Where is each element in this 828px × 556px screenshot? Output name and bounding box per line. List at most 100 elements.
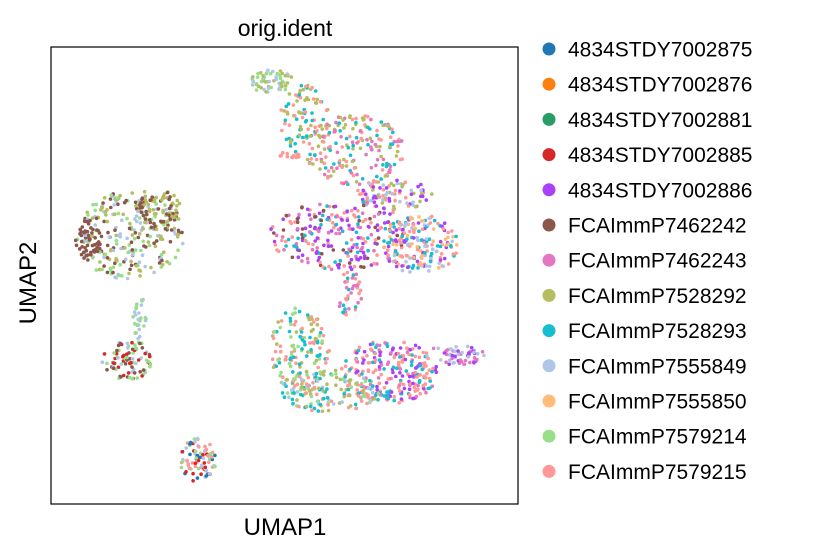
scatter-point — [360, 245, 365, 250]
scatter-point — [387, 184, 391, 188]
scatter-point — [399, 245, 404, 250]
scatter-point — [401, 227, 405, 232]
scatter-point — [325, 126, 329, 131]
scatter-point — [134, 305, 138, 310]
scatter-point — [410, 374, 415, 379]
scatter-point — [375, 262, 379, 266]
scatter-point — [285, 81, 290, 85]
scatter-point — [394, 374, 398, 379]
scatter-point — [92, 250, 97, 254]
scatter-point — [73, 238, 78, 243]
scatter-point — [382, 206, 386, 210]
legend-label: 4834STDY7002876 — [568, 74, 752, 97]
scatter-point — [276, 320, 281, 324]
scatter-point — [438, 358, 443, 362]
scatter-point — [128, 221, 132, 226]
scatter-point — [303, 84, 308, 89]
scatter-point — [321, 208, 326, 213]
scatter-point — [315, 97, 320, 102]
scatter-point — [93, 236, 97, 240]
scatter-point — [85, 229, 90, 234]
scatter-point — [372, 200, 377, 204]
scatter-point — [94, 268, 99, 272]
scatter-point — [446, 230, 451, 235]
scatter-point — [113, 228, 117, 232]
scatter-point — [327, 349, 332, 353]
scatter-point — [310, 118, 315, 123]
scatter-point — [189, 440, 193, 445]
scatter-point — [133, 231, 138, 235]
scatter-point — [306, 127, 311, 131]
scatter-point — [193, 464, 198, 469]
scatter-point — [416, 387, 420, 391]
scatter-point — [356, 188, 360, 193]
scatter-point — [381, 194, 385, 198]
scatter-point — [398, 378, 403, 383]
scatter-point — [172, 193, 176, 198]
scatter-point — [405, 237, 409, 241]
scatter-point — [326, 403, 330, 407]
scatter-point — [292, 244, 296, 248]
scatter-point — [164, 207, 168, 212]
scatter-point — [344, 312, 349, 317]
scatter-point — [264, 72, 269, 76]
scatter-point — [157, 261, 162, 265]
scatter-point — [371, 390, 375, 395]
scatter-point — [165, 260, 169, 264]
scatter-point — [317, 357, 322, 361]
scatter-point — [418, 373, 422, 377]
legend-marker — [542, 394, 556, 408]
scatter-point — [102, 196, 107, 200]
scatter-point — [388, 235, 392, 239]
scatter-point — [292, 347, 297, 351]
scatter-point — [408, 348, 413, 352]
scatter-point — [373, 358, 378, 362]
scatter-point — [167, 261, 172, 266]
scatter-point — [307, 389, 312, 393]
scatter-point — [427, 368, 432, 373]
scatter-point — [82, 256, 86, 260]
scatter-point — [146, 359, 151, 364]
scatter-point — [364, 152, 368, 157]
scatter-point — [299, 330, 304, 334]
scatter-point — [109, 205, 113, 210]
scatter-point — [431, 366, 435, 371]
scatter-point — [372, 261, 376, 266]
scatter-point — [103, 252, 108, 257]
scatter-point — [281, 381, 285, 386]
scatter-point — [292, 323, 297, 327]
scatter-point — [148, 220, 153, 225]
scatter-point — [172, 215, 176, 219]
scatter-point — [325, 382, 329, 387]
scatter-point — [354, 230, 359, 235]
scatter-point — [380, 201, 385, 205]
scatter-point — [343, 307, 347, 311]
scatter-point — [288, 316, 293, 321]
scatter-point — [162, 195, 166, 200]
scatter-point — [348, 153, 353, 158]
scatter-point — [313, 125, 317, 129]
scatter-point — [428, 259, 433, 264]
scatter-point — [308, 335, 312, 340]
scatter-point — [472, 360, 476, 365]
scatter-point — [130, 233, 135, 237]
scatter-point — [288, 364, 293, 369]
scatter-point — [303, 98, 307, 102]
scatter-point — [350, 208, 354, 213]
scatter-point — [366, 369, 371, 374]
scatter-point — [438, 239, 443, 244]
scatter-point — [141, 213, 146, 218]
scatter-point — [371, 188, 375, 192]
scatter-point — [263, 80, 267, 84]
scatter-point — [417, 355, 422, 360]
scatter-point — [427, 237, 432, 241]
scatter-point — [314, 251, 319, 255]
scatter-point — [342, 394, 347, 399]
scatter-point — [346, 387, 351, 392]
scatter-point — [300, 227, 305, 231]
scatter-point — [378, 350, 382, 355]
scatter-point — [300, 238, 305, 243]
scatter-point — [432, 218, 437, 223]
scatter-point — [400, 157, 405, 161]
scatter-point — [135, 302, 139, 307]
